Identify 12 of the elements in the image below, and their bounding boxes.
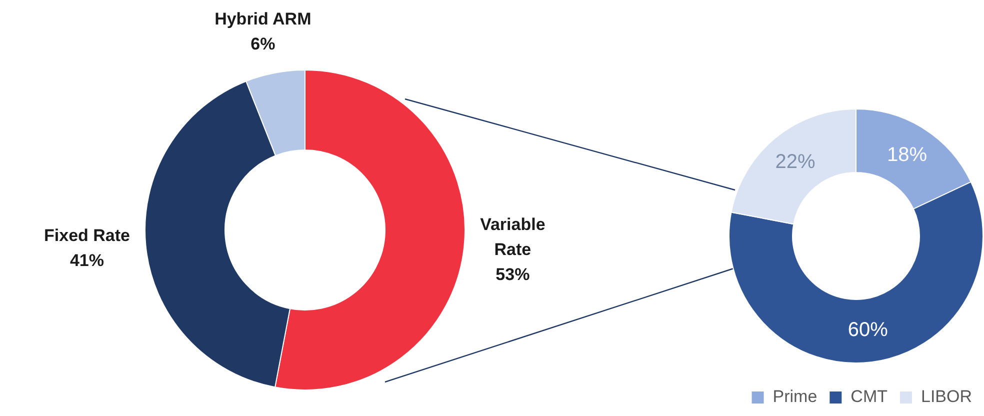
legend-label: CMT	[850, 387, 888, 406]
legend-label: Prime	[772, 387, 818, 406]
data-label: 41%	[70, 251, 104, 270]
data-label: 22%	[775, 151, 816, 174]
data-label: 53%	[496, 264, 530, 284]
data-label: 18%	[887, 144, 928, 166]
legend-label: LIBOR	[920, 387, 972, 406]
slice-label: Hybrid ARM	[214, 10, 312, 29]
slice-label: Variable Rate	[480, 214, 546, 259]
data-label: 60%	[848, 319, 888, 342]
slice-label: Fixed Rate	[44, 226, 130, 246]
data-label: 6%	[250, 34, 276, 54]
